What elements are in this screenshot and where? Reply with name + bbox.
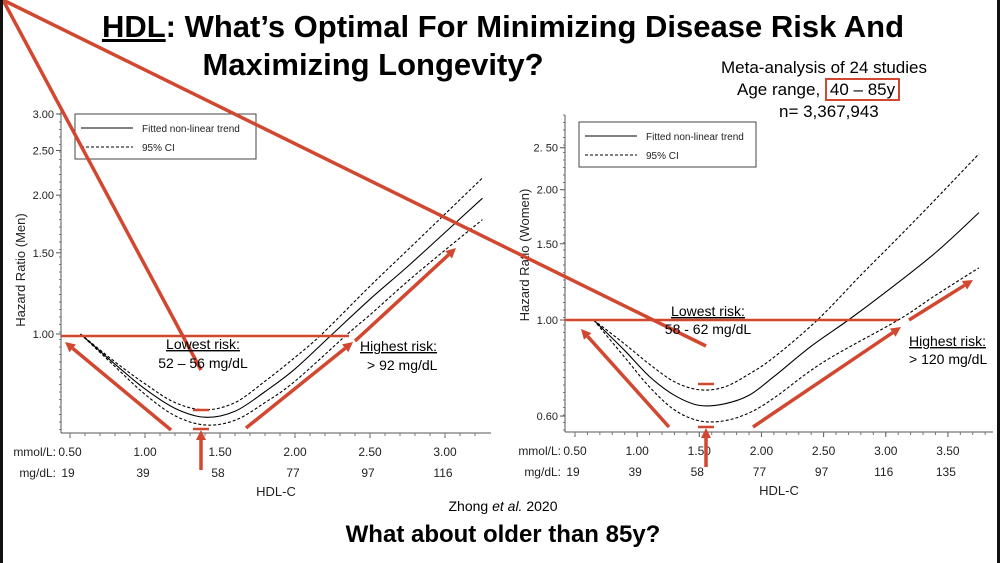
x-unit-mmol: mmol/L: bbox=[518, 444, 561, 458]
lowest-risk-title: Lowest risk: bbox=[166, 336, 240, 352]
legend-label: Fitted non-linear trend bbox=[646, 132, 744, 143]
y-tick-label: 1.00 bbox=[537, 315, 558, 327]
lowest-risk-value: 58 - 62 mg/dL bbox=[665, 321, 752, 337]
x-tick-label-mgdl: 135 bbox=[936, 465, 956, 479]
age-range-highlight: 40 – 85y bbox=[824, 78, 901, 101]
charts-canvas: 1.00 1.50 2.00 2.50 3.00 0.50 19 1.00 39 1.50 58 2.… bbox=[3, 0, 993, 499]
closing-question: What about older than 85y? bbox=[345, 521, 661, 548]
highest-risk-value: > 92 mg/dL bbox=[367, 357, 438, 373]
women-chart: 0.60 1.00 1.50 2.00 2. 50 0.50 19 1.00 39 1.50 58 2… bbox=[3, 0, 993, 498]
x-tick-label-mmol: 1.50 bbox=[208, 445, 232, 459]
x-tick-label-mmol: 2.00 bbox=[750, 444, 774, 458]
highest-risk-title: Highest risk: bbox=[909, 333, 986, 349]
ci-line bbox=[593, 267, 980, 423]
undefined bbox=[3, 0, 203, 371]
x-tick-label-mmol: 0.50 bbox=[58, 445, 82, 459]
trend-arrow-head bbox=[961, 280, 973, 290]
trend-arrow-head bbox=[445, 248, 456, 259]
lowest-risk-value: 52 – 56 mg/dL bbox=[158, 355, 248, 371]
citation-etal: et al. bbox=[492, 498, 523, 514]
x-tick-label-mgdl: 116 bbox=[433, 466, 452, 480]
highest-risk-value: > 120 mg/dL bbox=[909, 351, 987, 367]
x-tick-label-mmol: 0.50 bbox=[563, 444, 587, 458]
y-tick-label: 0.60 bbox=[537, 411, 558, 423]
y-tick-label: 1.50 bbox=[33, 248, 54, 260]
trend-arrow-head bbox=[342, 342, 353, 353]
x-unit-mgdl: mg/dL: bbox=[19, 466, 56, 480]
trend-arrow bbox=[586, 335, 671, 429]
y-axis-title: Hazard Ratio (Men) bbox=[13, 213, 28, 326]
legend-label: Fitted non-linear trend bbox=[142, 124, 240, 135]
lowest-risk-up-arrow-head bbox=[701, 428, 711, 438]
legend-box bbox=[74, 113, 257, 160]
x-tick-label-mgdl: 116 bbox=[874, 465, 893, 479]
ci-line bbox=[80, 177, 483, 411]
citation: Zhong et al. 2020 bbox=[3, 498, 997, 514]
x-tick-label-mgdl: 97 bbox=[361, 466, 375, 480]
title-rest: : What’s Optimal For Minimizing Disease … bbox=[165, 9, 905, 44]
x-tick-label-mgdl: 77 bbox=[286, 466, 300, 480]
lowest-risk-up-arrow-head bbox=[196, 430, 206, 440]
citation-author: Zhong bbox=[448, 498, 493, 514]
legend-label: 95% CI bbox=[646, 151, 679, 162]
trend-arrow bbox=[353, 253, 450, 343]
trend-arrow-head bbox=[889, 327, 901, 337]
title-hdl: HDL bbox=[101, 9, 166, 44]
x-tick-label-mgdl: 19 bbox=[566, 465, 580, 479]
trend-arrow bbox=[908, 283, 966, 322]
x-tick-label-mgdl: 77 bbox=[753, 465, 767, 479]
age-label: Age range, bbox=[737, 80, 825, 99]
trend-line bbox=[593, 212, 980, 407]
x-axis-title: HDL-C bbox=[256, 484, 296, 499]
meta-n: n= 3,367,943 bbox=[779, 102, 879, 121]
x-tick-label-mgdl: 58 bbox=[211, 466, 225, 480]
trend-arrow-head bbox=[581, 329, 592, 340]
trend-line bbox=[80, 197, 483, 418]
slide-title-line1: HDL: What’s Optimal For Minimizing Disea… bbox=[3, 8, 997, 46]
x-unit-mgdl: mg/dL: bbox=[524, 465, 561, 479]
x-tick-label-mgdl: 97 bbox=[815, 465, 829, 479]
meta-age: Age range, 40 – 85y bbox=[737, 78, 901, 101]
y-tick-label: 1.50 bbox=[537, 239, 558, 251]
ci-line bbox=[80, 219, 483, 426]
y-tick-label: 3.00 bbox=[33, 109, 54, 121]
trend-arrow bbox=[244, 346, 347, 430]
trend-arrow bbox=[752, 331, 894, 429]
x-tick-label-mgdl: 39 bbox=[136, 466, 150, 480]
x-tick-label-mgdl: 39 bbox=[628, 465, 642, 479]
x-tick-label-mmol: 3.00 bbox=[874, 444, 898, 458]
x-axis-title: HDL-C bbox=[759, 483, 799, 498]
legend-label: 95% CI bbox=[142, 143, 175, 154]
citation-year: 2020 bbox=[522, 498, 558, 514]
x-tick-label-mmol: 3.50 bbox=[936, 444, 960, 458]
highest-risk-title: Highest risk: bbox=[360, 338, 437, 354]
slide-title-line2: Maximizing Longevity? bbox=[202, 47, 544, 82]
x-tick-label-mgdl: 19 bbox=[61, 466, 75, 480]
lowest-risk-title: Lowest risk: bbox=[671, 303, 745, 319]
x-tick-label-mmol: 1.00 bbox=[625, 444, 649, 458]
trend-arrow bbox=[71, 347, 173, 432]
x-tick-label-mmol: 2.00 bbox=[283, 445, 307, 459]
y-tick-label: 2.00 bbox=[33, 190, 54, 202]
y-tick-label: 2. 50 bbox=[534, 143, 558, 155]
trend-arrow-head bbox=[65, 342, 76, 353]
x-tick-label-mmol: 1.00 bbox=[133, 445, 157, 459]
x-tick-label-mmol: 3.00 bbox=[433, 445, 457, 459]
x-tick-label-mmol: 2.50 bbox=[812, 444, 836, 458]
y-tick-label: 1.00 bbox=[33, 329, 54, 341]
x-unit-mmol: mmol/L: bbox=[13, 445, 56, 459]
undefined bbox=[3, 0, 707, 348]
meta-studies: Meta-analysis of 24 studies bbox=[721, 58, 927, 77]
x-tick-label-mgdl: 58 bbox=[691, 465, 705, 479]
legend-box bbox=[578, 121, 757, 168]
y-tick-label: 2.00 bbox=[537, 185, 558, 197]
y-tick-label: 2.50 bbox=[33, 145, 54, 157]
x-tick-label-mmol: 2.50 bbox=[358, 445, 382, 459]
men-chart: 1.00 1.50 2.00 2.50 3.00 0.50 19 1.00 39 1.50 58 2.… bbox=[3, 0, 491, 499]
ci-line bbox=[593, 153, 980, 391]
